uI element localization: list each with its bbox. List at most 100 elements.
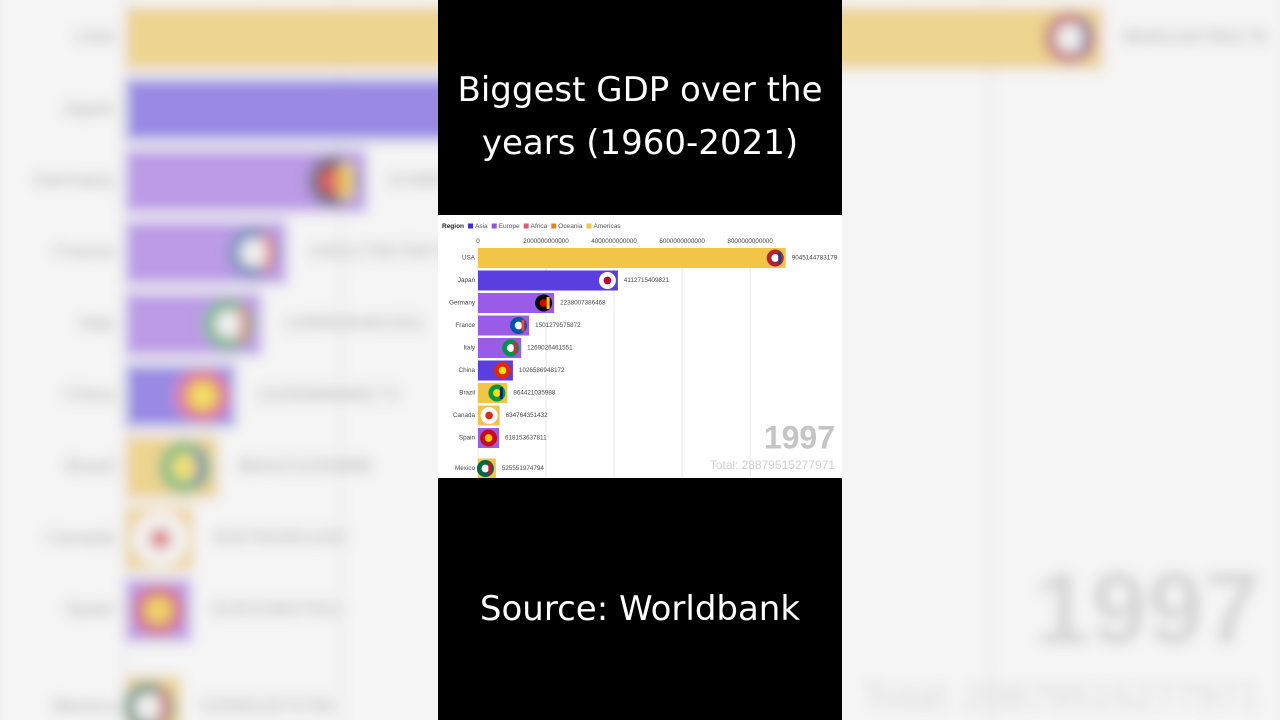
legend-label: Americas: [594, 223, 622, 230]
total-label: Total: 28879515277971: [710, 458, 835, 472]
flag-stripe: [238, 305, 248, 344]
value-label: 1501279575872: [535, 322, 581, 329]
total-value: 28879515277971: [963, 676, 1260, 719]
flag-detail: [190, 383, 215, 408]
flag-stripe: [546, 297, 550, 309]
legend-swatch: [551, 223, 557, 229]
flag-stripe: [1079, 19, 1090, 57]
y-tick-label: Spain: [64, 599, 115, 621]
x-tick-label: 0: [476, 238, 480, 245]
year-label: 1997: [764, 419, 835, 455]
value-label: 864421035988: [513, 390, 556, 397]
source-caption: Source: Worldbank: [479, 589, 801, 629]
x-tick-label: 2000000000000: [523, 238, 569, 245]
value-label: 9045144783179: [1123, 26, 1268, 48]
value-label: 1501279575872: [306, 241, 451, 263]
flag-detail: [172, 455, 198, 480]
y-tick-label: China: [63, 384, 116, 406]
legend-swatch: [468, 223, 474, 229]
flag-detail: [506, 344, 515, 352]
chart-panel: Region Asia Europe Africa Oceania Americas 0 20…: [438, 215, 842, 478]
y-tick-label: Italy: [463, 345, 475, 352]
legend-title: Region: [442, 223, 464, 230]
flag-stripe: [263, 233, 273, 272]
y-tick-label: Germany: [33, 169, 115, 191]
y-tick-label: Japan: [458, 277, 476, 284]
flag-detail: [241, 240, 267, 265]
legend-swatch: [491, 223, 497, 229]
x-tick-label: 8000000000000: [727, 238, 773, 245]
flag-stripe: [499, 387, 503, 399]
total-caption: Total:: [862, 676, 953, 719]
y-tick-label: Brazil: [65, 456, 115, 478]
y-tick-label: Japan: [61, 98, 116, 120]
legend-label: Africa: [531, 223, 548, 230]
value-label: 525551974794: [502, 465, 545, 472]
legend-label: Oceania: [558, 223, 583, 230]
bar: [478, 248, 786, 268]
legend-label: Europe: [499, 223, 520, 230]
flag-stripe: [488, 462, 492, 475]
flag-stripe: [157, 688, 168, 720]
flag-detail: [216, 312, 242, 337]
legend-label: Asia: [475, 223, 488, 230]
flag-stripe: [778, 252, 782, 264]
flag-stripe: [521, 319, 525, 332]
value-label: 2238007386468: [560, 300, 606, 307]
flag-stripe: [513, 342, 517, 354]
y-tick-label: USA: [462, 255, 476, 262]
flag-detail: [321, 168, 346, 194]
flag-detail: [136, 695, 161, 720]
y-tick-label: Brazil: [459, 390, 475, 397]
legend-swatch: [586, 223, 592, 229]
value-label: 9045144783179: [792, 255, 838, 262]
y-tick-label: USA: [74, 26, 116, 48]
flag-detail: [485, 411, 493, 420]
y-tick-label: Canada: [45, 527, 116, 549]
flag-detail: [146, 598, 171, 623]
y-tick-label: Mexico: [52, 696, 115, 718]
flag-detail: [148, 526, 173, 552]
flag-stripe: [194, 448, 205, 487]
total-label: Total: 28879515277971: [862, 676, 1260, 719]
flag-detail: [481, 464, 490, 473]
flag-detail: [771, 254, 780, 262]
flag-detail: [1057, 25, 1083, 51]
x-tick-label: 6000000000000: [659, 238, 705, 245]
value-label: 1026586948172: [255, 384, 400, 406]
flag-detail: [484, 434, 493, 442]
total-value: 28879515277971: [742, 458, 836, 472]
legend-swatch: [523, 223, 529, 229]
flag-detail: [539, 299, 548, 307]
y-tick-label: Spain: [459, 435, 476, 442]
flag-detail: [603, 276, 612, 285]
value-label: 618153637811: [505, 435, 547, 442]
value-label: 1026586948172: [519, 367, 565, 374]
y-tick-label: Germany: [449, 300, 476, 307]
y-tick-label: Mexico: [455, 465, 475, 472]
value-label: 525551974794: [201, 696, 335, 718]
flag-stripe: [343, 162, 353, 201]
x-tick-label: 4000000000000: [591, 238, 637, 245]
value-label: 4112715409821: [624, 277, 670, 284]
value-label: 864421035988: [238, 456, 372, 478]
y-tick-label: France: [53, 241, 115, 263]
y-tick-label: China: [459, 367, 476, 374]
bar: [478, 270, 618, 291]
total-caption: Total:: [710, 458, 739, 472]
flag-detail: [498, 366, 507, 375]
value-label: 1269026461551: [527, 345, 573, 352]
y-tick-label: France: [455, 322, 475, 329]
year-label: 1997: [1034, 552, 1260, 666]
value-label: 618153637811: [211, 599, 343, 621]
y-tick-label: Canada: [453, 412, 476, 419]
value-label: 634764351432: [506, 412, 549, 419]
bar: [478, 293, 555, 313]
flag-detail: [493, 389, 501, 397]
flag-detail: [514, 321, 523, 330]
value-label: 634764351432: [213, 527, 347, 549]
y-tick-label: Italy: [79, 312, 116, 334]
value-label: 1269026461551: [281, 312, 426, 334]
